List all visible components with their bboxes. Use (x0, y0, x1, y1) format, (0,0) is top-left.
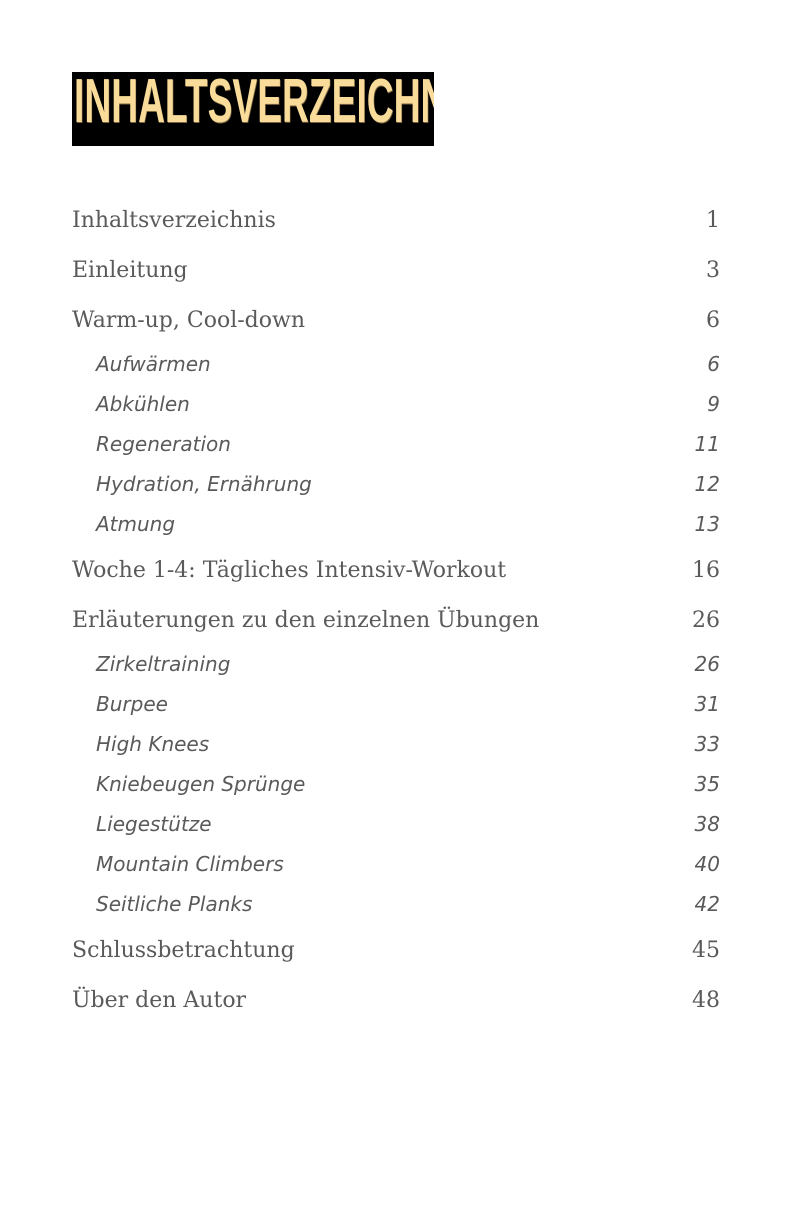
toc-entry-label: Warm-up, Cool-down (72, 308, 305, 333)
toc-entry-page: 13 (694, 512, 720, 536)
toc-entry-page: 6 (707, 352, 720, 376)
toc-entry-page: 33 (694, 732, 720, 756)
toc-entry-label: Aufwärmen (96, 352, 211, 376)
toc-entry-label: Kniebeugen Sprünge (96, 772, 306, 796)
toc-entry-page: 16 (692, 558, 720, 583)
toc-entry-label: High Knees (96, 732, 210, 756)
toc-entry[interactable]: Woche 1-4: Tägliches Intensiv-Workout 16 (72, 558, 720, 583)
toc-entry-label: Woche 1-4: Tägliches Intensiv-Workout (72, 558, 507, 583)
toc-entry-label: Mountain Climbers (96, 852, 284, 876)
toc-entry-label: Atmung (96, 512, 176, 536)
toc-entry-label: Über den Autor (72, 988, 247, 1013)
toc-entry[interactable]: Aufwärmen 6 (72, 352, 720, 376)
toc-entry[interactable]: Kniebeugen Sprünge 35 (72, 772, 720, 796)
toc-entry[interactable]: Atmung 13 (72, 512, 720, 536)
toc-entry[interactable]: Einleitung 3 (72, 258, 720, 283)
toc-entry[interactable]: Über den Autor 48 (72, 988, 720, 1013)
toc-entry[interactable]: Hydration, Ernährung 12 (72, 472, 720, 496)
toc-entry-page: 3 (706, 258, 720, 283)
toc-entry[interactable]: Liegestütze 38 (72, 812, 720, 836)
toc-entry-label: Inhaltsverzeichnis (72, 208, 276, 233)
toc-entry[interactable]: High Knees 33 (72, 732, 720, 756)
toc-entry-label: Abkühlen (96, 392, 190, 416)
toc-entry-page: 26 (692, 608, 720, 633)
toc-entry-page: 45 (692, 938, 720, 963)
toc-entry-page: 26 (694, 652, 720, 676)
toc-entry-label: Regeneration (96, 432, 231, 456)
title-banner: INHALTSVERZEICHNIS (72, 72, 434, 146)
page-title: INHALTSVERZEICHNIS (74, 72, 434, 136)
toc-entry[interactable]: Regeneration 11 (72, 432, 720, 456)
toc-entry[interactable]: Mountain Climbers 40 (72, 852, 720, 876)
toc-entry-label: Schlussbetrachtung (72, 938, 295, 963)
toc-entry-label: Hydration, Ernährung (96, 472, 312, 496)
toc-entry-page: 35 (694, 772, 720, 796)
toc-entry-page: 42 (694, 892, 720, 916)
toc-entry-label: Zirkeltraining (96, 652, 231, 676)
toc-entry[interactable]: Erläuterungen zu den einzelnen Übungen 26 (72, 608, 720, 633)
toc-entry-label: Liegestütze (96, 812, 212, 836)
toc-entry[interactable]: Inhaltsverzeichnis 1 (72, 208, 720, 233)
toc-entry[interactable]: Abkühlen 9 (72, 392, 720, 416)
toc-entry-page: 1 (706, 208, 720, 233)
toc-entry-page: 48 (692, 988, 720, 1013)
toc-entry-page: 31 (694, 692, 720, 716)
toc-entry-label: Erläuterungen zu den einzelnen Übungen (72, 608, 540, 633)
toc-entry-label: Einleitung (72, 258, 188, 283)
toc-entry-page: 12 (694, 472, 720, 496)
toc-entry[interactable]: Seitliche Planks 42 (72, 892, 720, 916)
toc-entry-label: Burpee (96, 692, 168, 716)
toc-entry[interactable]: Warm-up, Cool-down 6 (72, 308, 720, 333)
toc-entry[interactable]: Zirkeltraining 26 (72, 652, 720, 676)
toc-entry-label: Seitliche Planks (96, 892, 253, 916)
toc-entry-page: 6 (706, 308, 720, 333)
toc-entry[interactable]: Schlussbetrachtung 45 (72, 938, 720, 963)
toc-entry[interactable]: Burpee 31 (72, 692, 720, 716)
toc-entry-page: 11 (694, 432, 720, 456)
toc-entry-page: 38 (694, 812, 720, 836)
toc-entry-page: 9 (707, 392, 720, 416)
toc-entry-page: 40 (694, 852, 720, 876)
